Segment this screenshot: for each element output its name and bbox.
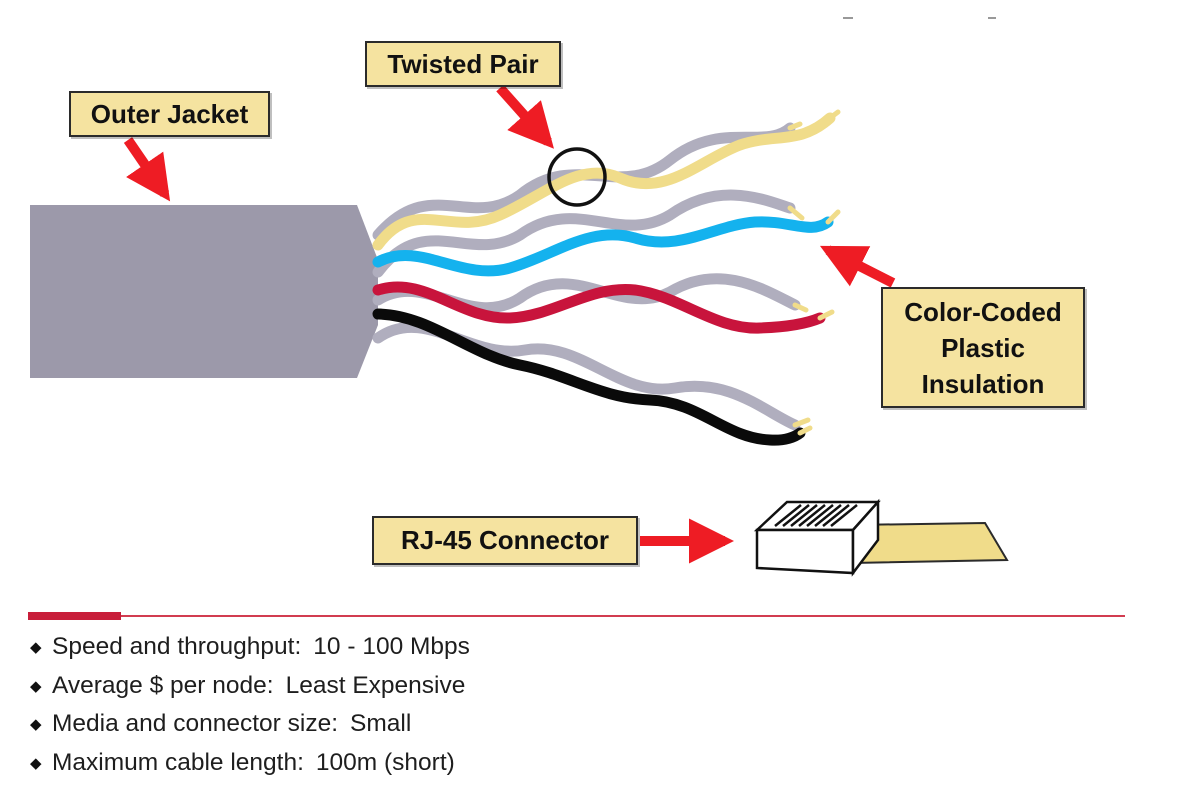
arrow-color-coded [819,245,896,288]
arrow-outer-jacket [123,137,171,202]
rj45-text: RJ-45 Connector [400,525,610,555]
rj45-contacts [774,504,858,527]
spec-label: Average $ per node: [52,671,274,699]
gray-wire-4 [372,321,801,431]
diamond-bullet-icon: ◆ [30,639,42,657]
cable-specs-list: ◆ Speed and throughput: 10 - 100 Mbps ◆ … [30,628,470,782]
spec-value: Least Expensive [285,671,466,699]
blue-wire [372,216,834,277]
twisted-pair-text: Twisted Pair [387,48,539,79]
rj45-connector-label: RJ-45 Connector [372,516,638,565]
section-divider-accent [28,612,121,620]
color-coded-line-1: Color-Coded [904,296,1062,327]
outer-jacket-text: Outer Jacket [90,98,249,129]
wire-tips [787,109,841,436]
spec-row-size: ◆ Media and connector size: Small [30,705,470,744]
diamond-bullet-icon: ◆ [30,754,42,772]
black-wire [372,308,806,446]
rj45-body-side [851,498,880,577]
gray-wire-2 [372,189,796,278]
spec-value: 100m (short) [315,748,455,776]
callout-arrows [123,84,896,564]
twisted-pair-label: Twisted Pair [365,41,561,87]
outer-jacket-shape [30,205,378,378]
color-coded-line-3: Insulation [921,368,1045,399]
diamond-bullet-icon: ◆ [30,677,42,695]
yellow-wire [372,112,836,251]
color-coded-line-2: Plastic [941,332,1025,363]
arrow-twisted-pair [496,84,554,149]
spec-row-speed: ◆ Speed and throughput: 10 - 100 Mbps [30,628,470,667]
spec-row-cost: ◆ Average $ per node: Least Expensive [30,667,470,706]
spec-row-length: ◆ Maximum cable length: 100m (short) [30,744,470,783]
diamond-bullet-icon: ◆ [30,716,42,734]
red-wire [372,281,826,334]
spec-label: Media and connector size: [52,710,338,738]
spec-label: Maximum cable length: [52,748,304,776]
spec-value: Small [350,710,412,738]
rj45-connector [753,498,1009,577]
spec-label: Speed and throughput: [52,633,302,661]
spec-value: 10 - 100 Mbps [313,633,470,661]
outer-jacket-label: Outer Jacket [69,91,270,137]
rj45-body-front [755,528,855,575]
twisted-pair-circle [547,147,607,207]
section-divider [28,615,1125,617]
color-coded-insulation-label: Color-Coded Plastic Insulation [881,287,1085,408]
